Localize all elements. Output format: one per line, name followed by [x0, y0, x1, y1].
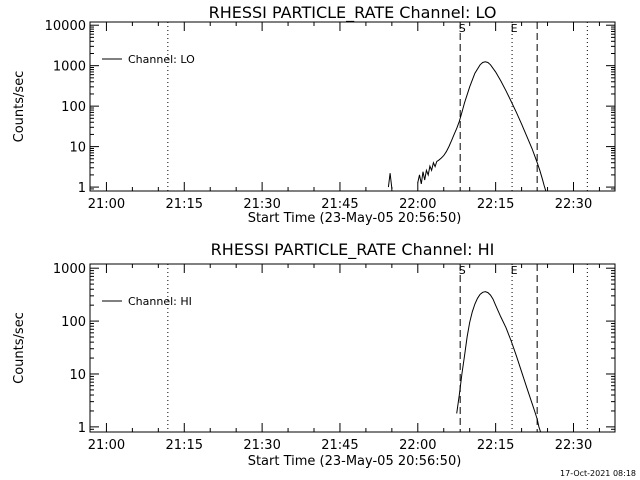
- y-tick-label: 10: [69, 141, 86, 156]
- y-tick-label: 1: [78, 181, 86, 196]
- plot-frame: [89, 21, 616, 192]
- y-tick-label: 1: [78, 421, 86, 436]
- chart-title: RHESSI PARTICLE_RATE Channel: LO: [209, 3, 497, 23]
- x-tick-label: 21:30: [243, 197, 280, 212]
- x-tick-label: 21:30: [243, 438, 280, 453]
- x-tick-label: 21:45: [321, 438, 358, 453]
- panel-1: RHESSI PARTICLE_RATE Channel: LO 1 10 100 10…: [12, 3, 616, 226]
- y-axis-label: Counts/sec: [12, 312, 27, 384]
- legend-label: Channel: HI: [128, 295, 192, 308]
- x-tick-label: 22:15: [477, 438, 514, 453]
- x-tick-label: 22:30: [555, 438, 592, 453]
- footer-timestamp: 17-Oct-2021 08:18: [560, 469, 636, 478]
- y-axis-label: Counts/sec: [12, 71, 27, 143]
- y-tick-label: 1000: [53, 60, 86, 75]
- x-tick-label: 21:00: [88, 197, 125, 212]
- y-tick-label: 100: [61, 315, 86, 330]
- y-tick-label: 10000: [45, 19, 86, 34]
- x-tick-label: 22:30: [555, 197, 592, 212]
- x-tick-label: 21:45: [321, 197, 358, 212]
- x-tick-label: 22:00: [399, 197, 436, 212]
- x-tick-label: 21:15: [166, 197, 203, 212]
- marker-label-e: E: [511, 264, 518, 277]
- x-tick-label: 22:00: [399, 438, 436, 453]
- x-axis-label: Start Time (23-May-05 20:56:50): [248, 454, 462, 469]
- y-tick-label: 1000: [53, 262, 86, 277]
- x-axis-label: Start Time (23-May-05 20:56:50): [248, 211, 462, 226]
- x-tick-label: 21:00: [88, 438, 125, 453]
- series-line-lo: [387, 61, 547, 191]
- panel-2: RHESSI PARTICLE_RATE Channel: HI 1 10 100 10…: [12, 240, 616, 469]
- marker-label-s: S: [459, 22, 466, 35]
- marker-label-s: S: [459, 264, 466, 277]
- x-tick-label: 21:15: [166, 438, 203, 453]
- y-tick-label: 100: [61, 100, 86, 115]
- legend-label: Channel: LO: [128, 53, 195, 66]
- chart-title: RHESSI PARTICLE_RATE Channel: HI: [211, 240, 495, 260]
- series-line-hi: [456, 291, 542, 432]
- y-tick-label: 10: [69, 368, 86, 383]
- plot-frame: [89, 263, 616, 433]
- x-tick-label: 22:15: [477, 197, 514, 212]
- marker-label-e: E: [511, 22, 518, 35]
